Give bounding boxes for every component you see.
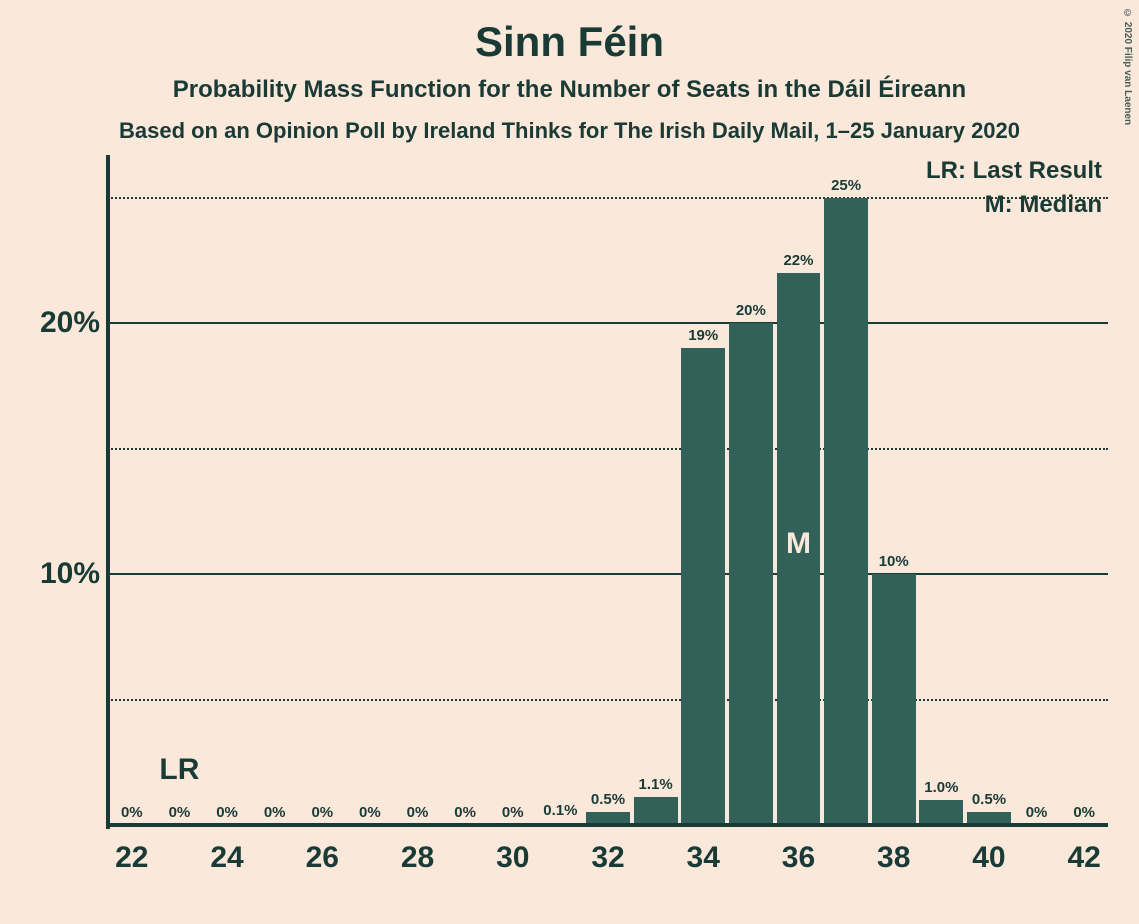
bar-value-label: 25%	[831, 177, 861, 194]
x-tick-label: 42	[1068, 841, 1101, 875]
y-tick-label: 20%	[8, 306, 100, 340]
bar-value-label: 0%	[359, 804, 381, 821]
chart-plot-area: 10% 20% 0% 0% 0% 0% 0% 0% 0% 0% 0% 0.1% 0.5% 1.1% 19% 2…	[108, 155, 1108, 825]
chart-subtitle: Probability Mass Function for the Number…	[0, 76, 1139, 104]
bar-value-label: 0.5%	[972, 791, 1006, 808]
x-tick-label: 38	[877, 841, 910, 875]
y-axis	[106, 155, 110, 829]
bar-value-label: 0%	[1026, 804, 1048, 821]
bar	[824, 198, 868, 825]
last-result-marker: LR	[159, 753, 199, 787]
bar-value-label: 0%	[216, 804, 238, 821]
x-tick-label: 24	[210, 841, 243, 875]
bar	[681, 348, 725, 825]
median-marker: M	[786, 527, 811, 561]
x-tick-label: 26	[306, 841, 339, 875]
bar-value-label: 1.0%	[924, 779, 958, 796]
x-tick-label: 30	[496, 841, 529, 875]
x-tick-label: 40	[972, 841, 1005, 875]
bar-value-label: 0%	[169, 804, 191, 821]
bar-value-label: 0%	[311, 804, 333, 821]
bar	[872, 574, 916, 825]
x-tick-label: 32	[591, 841, 624, 875]
gridline-major	[108, 322, 1108, 324]
legend-m: M: Median	[926, 191, 1102, 219]
legend-lr: LR: Last Result	[926, 157, 1102, 185]
bar-value-label: 0%	[502, 804, 524, 821]
bar-value-label: 19%	[688, 327, 718, 344]
x-tick-label: 22	[115, 841, 148, 875]
bar-value-label: 0%	[264, 804, 286, 821]
bar-value-label: 10%	[879, 553, 909, 570]
bar-value-label: 0.5%	[591, 791, 625, 808]
chart-source: Based on an Opinion Poll by Ireland Thin…	[0, 118, 1139, 144]
bar-value-label: 0%	[407, 804, 429, 821]
bar-value-label: 22%	[783, 252, 813, 269]
legend: LR: Last Result M: Median	[926, 157, 1102, 219]
bar	[919, 800, 963, 825]
bar-value-label: 20%	[736, 302, 766, 319]
x-tick-label: 28	[401, 841, 434, 875]
bar-value-label: 0%	[1073, 804, 1095, 821]
bar	[729, 323, 773, 825]
chart-title: Sinn Féin	[0, 0, 1139, 66]
gridline-minor	[108, 699, 1108, 701]
x-tick-label: 36	[782, 841, 815, 875]
x-tick-label: 34	[687, 841, 720, 875]
bar-value-label: 0%	[454, 804, 476, 821]
copyright-text: © 2020 Filip van Laenen	[1122, 8, 1133, 125]
bar-value-label: 0.1%	[543, 802, 577, 819]
bar	[634, 797, 678, 825]
gridline-major	[108, 573, 1108, 575]
bar-value-label: 1.1%	[639, 776, 673, 793]
y-tick-label: 10%	[8, 557, 100, 591]
bar-value-label: 0%	[121, 804, 143, 821]
x-axis	[106, 823, 1108, 827]
gridline-minor	[108, 448, 1108, 450]
